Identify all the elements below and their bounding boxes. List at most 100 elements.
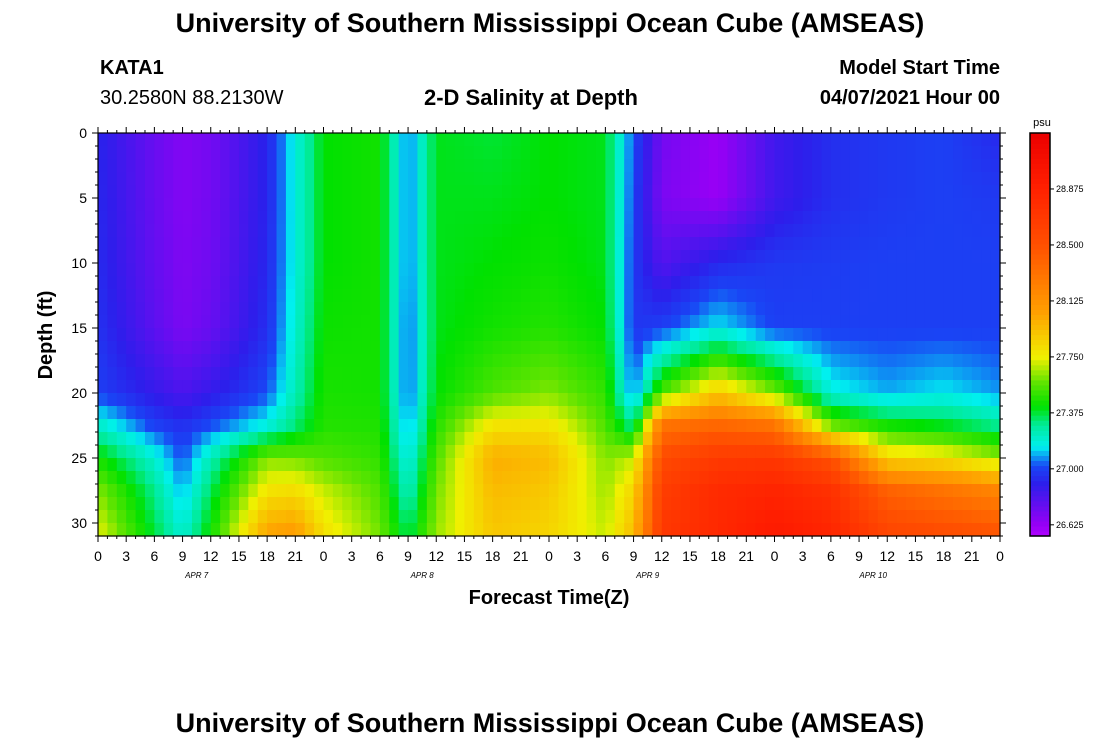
heatmap-cell <box>859 263 870 277</box>
heatmap-cell <box>314 510 325 524</box>
heatmap-cell <box>633 406 644 420</box>
heatmap-cell <box>314 172 325 186</box>
heatmap-cell <box>783 484 794 498</box>
heatmap-cell <box>483 172 494 186</box>
heatmap-cell <box>699 380 710 394</box>
heatmap-cell <box>558 354 569 368</box>
heatmap-cell <box>436 172 447 186</box>
heatmap-cell <box>887 419 898 433</box>
heatmap-cell <box>689 497 700 511</box>
heatmap-cell <box>586 211 597 225</box>
heatmap-cell <box>502 172 513 186</box>
heatmap-cell <box>971 172 982 186</box>
heatmap-cell <box>680 341 691 355</box>
heatmap-cell <box>624 341 635 355</box>
heatmap-cell <box>614 315 625 329</box>
heatmap-cell <box>981 510 992 524</box>
heatmap-cell <box>859 432 870 446</box>
heatmap-cell <box>689 263 700 277</box>
heatmap-cell <box>492 198 503 212</box>
heatmap-cell <box>671 250 682 264</box>
colorbar-cell <box>1030 223 1050 230</box>
heatmap-cell <box>163 419 174 433</box>
heatmap-cell <box>539 471 550 485</box>
heatmap-cell <box>971 523 982 537</box>
heatmap-cell <box>943 159 954 173</box>
heatmap-cell <box>408 146 419 160</box>
heatmap-cell <box>408 211 419 225</box>
heatmap-cell <box>953 224 964 238</box>
colorbar: psu 26.62527.00027.37527.75028.12528.500… <box>1029 117 1084 537</box>
heatmap-cell <box>567 315 578 329</box>
heatmap-cell <box>126 471 137 485</box>
heatmap-cell <box>887 172 898 186</box>
heatmap-cell <box>182 250 193 264</box>
heatmap-cell <box>445 354 456 368</box>
heatmap-cell <box>530 341 541 355</box>
heatmap-cell <box>173 172 184 186</box>
heatmap-cell <box>492 393 503 407</box>
heatmap-cell <box>896 185 907 199</box>
heatmap-cell <box>398 302 409 316</box>
heatmap-cell <box>821 289 832 303</box>
heatmap-cell <box>332 497 343 511</box>
heatmap-cell <box>229 224 240 238</box>
heatmap-cell <box>191 224 202 238</box>
heatmap-cell <box>295 224 306 238</box>
heatmap-cell <box>953 432 964 446</box>
heatmap-cell <box>455 523 466 537</box>
heatmap-cell <box>830 380 841 394</box>
heatmap-cell <box>736 523 747 537</box>
heatmap-cell <box>370 523 381 537</box>
heatmap-cell <box>304 263 315 277</box>
heatmap-cell <box>389 341 400 355</box>
heatmap-cell <box>445 393 456 407</box>
heatmap-cell <box>323 211 334 225</box>
heatmap-cell <box>464 237 475 251</box>
heatmap-cell <box>361 172 372 186</box>
heatmap-cell <box>567 367 578 381</box>
heatmap-cell <box>323 133 334 147</box>
heatmap-cell <box>408 198 419 212</box>
heatmap-cell <box>370 497 381 511</box>
heatmap-cell <box>736 289 747 303</box>
heatmap-cell <box>445 276 456 290</box>
heatmap-cell <box>511 172 522 186</box>
heatmap-cell <box>624 354 635 368</box>
heatmap-cell <box>238 484 249 498</box>
heatmap-cell <box>990 302 1001 316</box>
x-tick-label: 21 <box>288 548 304 564</box>
heatmap-cell <box>558 159 569 173</box>
heatmap-cell <box>577 328 588 342</box>
heatmap-cell <box>783 289 794 303</box>
heatmap-cell <box>464 419 475 433</box>
heatmap-cell <box>642 185 653 199</box>
heatmap-cell <box>107 276 118 290</box>
heatmap-cell <box>201 315 212 329</box>
colorbar-cell <box>1030 183 1050 190</box>
heatmap-cell <box>144 419 155 433</box>
heatmap-cell <box>586 224 597 238</box>
heatmap-cell <box>877 419 888 433</box>
colorbar-tick-label: 27.000 <box>1056 464 1084 474</box>
heatmap-cell <box>248 419 259 433</box>
heatmap-cell <box>191 211 202 225</box>
heatmap-cell <box>342 302 353 316</box>
heatmap-cell <box>351 523 362 537</box>
heatmap-cell <box>896 237 907 251</box>
heatmap-cell <box>492 484 503 498</box>
heatmap-cell <box>868 432 879 446</box>
heatmap-cell <box>238 250 249 264</box>
heatmap-cell <box>746 237 757 251</box>
y-axis-label: Depth (ft) <box>35 291 57 380</box>
heatmap-cell <box>473 328 484 342</box>
heatmap-cell <box>680 406 691 420</box>
heatmap-cell <box>163 276 174 290</box>
heatmap-cell <box>351 146 362 160</box>
heatmap-cell <box>567 445 578 459</box>
heatmap-cell <box>135 406 146 420</box>
heatmap-cell <box>238 406 249 420</box>
heatmap-cell <box>379 159 390 173</box>
heatmap-cell <box>455 159 466 173</box>
heatmap-cell <box>642 198 653 212</box>
